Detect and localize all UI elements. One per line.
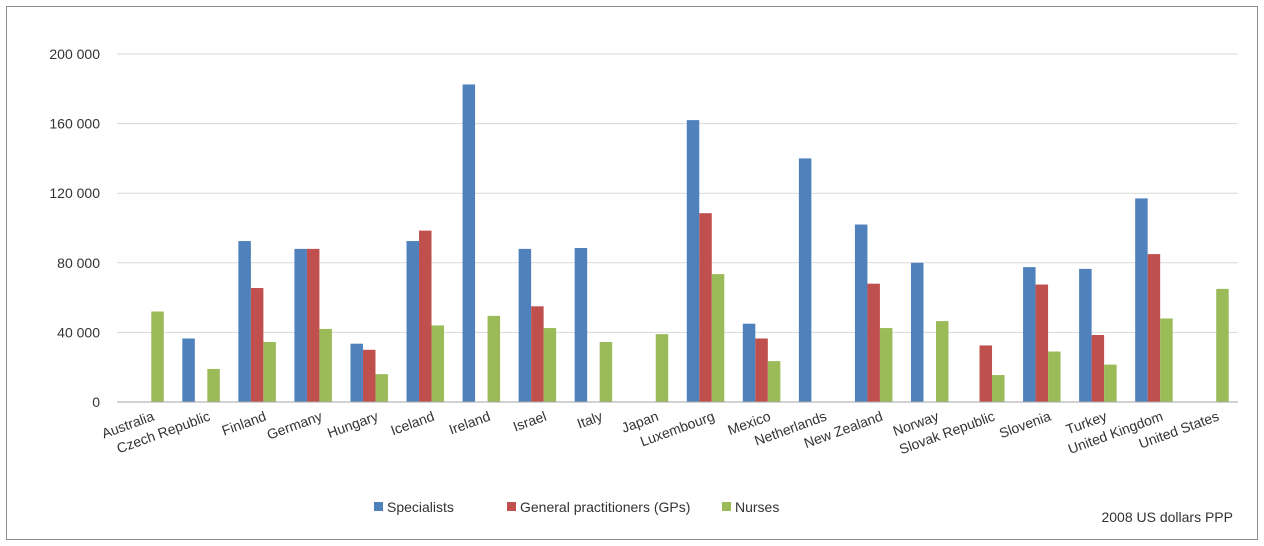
bar-nurses-iceland bbox=[431, 325, 445, 402]
legend-swatch-specialists bbox=[374, 502, 383, 511]
bar-nurses-norway bbox=[935, 321, 949, 402]
bar-nurses-ireland bbox=[487, 315, 501, 402]
x-tick-label: Germany bbox=[265, 408, 325, 443]
bar-general-practitioners-gps-germany bbox=[306, 248, 320, 402]
x-tick-label: Italy bbox=[575, 408, 605, 432]
legend-label-general-practitioners-gps: General practitioners (GPs) bbox=[520, 499, 690, 515]
x-tick-label: Ireland bbox=[447, 408, 493, 438]
bars bbox=[151, 84, 1229, 403]
legend-label-specialists: Specialists bbox=[387, 499, 454, 515]
bar-specialists-mexico bbox=[742, 323, 756, 402]
x-tick-label: Iceland bbox=[388, 408, 436, 438]
bar-specialists-czech-republic bbox=[182, 338, 195, 402]
legend-swatch-nurses bbox=[722, 502, 731, 511]
bar-specialists-hungary bbox=[350, 343, 363, 402]
bar-specialists-new-zealand bbox=[854, 224, 868, 402]
bar-specialists-iceland bbox=[406, 241, 420, 402]
y-tick-label: 0 bbox=[92, 394, 100, 410]
bar-nurses-italy bbox=[599, 341, 613, 402]
y-tick-label: 40 000 bbox=[57, 324, 100, 340]
y-tick-label: 120 000 bbox=[49, 185, 100, 201]
bar-specialists-germany bbox=[294, 248, 307, 402]
bar-nurses-united-kingdom bbox=[1160, 318, 1173, 402]
bar-specialists-luxembourg bbox=[686, 120, 700, 403]
y-tick-label: 160 000 bbox=[49, 116, 100, 132]
x-tick-label: Finland bbox=[220, 408, 269, 439]
bar-specialists-turkey bbox=[1079, 268, 1092, 402]
bar-general-practitioners-gps-iceland bbox=[419, 230, 432, 402]
bar-specialists-finland bbox=[238, 241, 251, 402]
y-tick-label: 80 000 bbox=[57, 255, 100, 271]
gridlines bbox=[117, 53, 1238, 333]
bar-nurses-finland bbox=[263, 341, 276, 402]
bar-specialists-italy bbox=[574, 248, 588, 402]
x-tick-label: Slovenia bbox=[997, 408, 1053, 441]
bar-specialists-ireland bbox=[462, 84, 476, 402]
bar-nurses-australia bbox=[151, 311, 164, 402]
bar-general-practitioners-gps-new-zealand bbox=[867, 283, 880, 402]
bar-general-practitioners-gps-mexico bbox=[755, 338, 768, 402]
bar-specialists-norway bbox=[910, 262, 924, 402]
bar-specialists-slovenia bbox=[1023, 267, 1036, 402]
legend-label-nurses: Nurses bbox=[735, 499, 779, 515]
bar-nurses-united-states bbox=[1216, 288, 1229, 402]
bar-nurses-slovenia bbox=[1048, 351, 1061, 402]
unit-note: 2008 US dollars PPP bbox=[1101, 509, 1233, 525]
x-tick-label: Israel bbox=[511, 408, 549, 435]
legend-swatch-general-practitioners-gps bbox=[507, 502, 516, 511]
bar-nurses-hungary bbox=[375, 374, 388, 402]
bar-nurses-luxembourg bbox=[711, 274, 725, 402]
legend: Specialists General practitioners (GPs) Nu… bbox=[374, 499, 779, 515]
y-tick-label: 200 000 bbox=[49, 46, 100, 62]
x-tick-label: Hungary bbox=[325, 408, 380, 441]
bar-general-practitioners-gps-israel bbox=[531, 306, 544, 402]
bar-nurses-slovak-republic bbox=[992, 375, 1005, 402]
bar-nurses-turkey bbox=[1104, 364, 1117, 402]
bar-general-practitioners-gps-hungary bbox=[362, 349, 376, 402]
bar-general-practitioners-gps-united-kingdom bbox=[1147, 254, 1161, 402]
bar-general-practitioners-gps-turkey bbox=[1091, 335, 1105, 402]
bar-nurses-czech-republic bbox=[207, 368, 220, 402]
bar-specialists-netherlands bbox=[798, 158, 812, 402]
bar-general-practitioners-gps-slovenia bbox=[1035, 284, 1049, 402]
bar-general-practitioners-gps-slovak-republic bbox=[979, 345, 993, 402]
bar-specialists-united-kingdom bbox=[1135, 198, 1148, 402]
bar-nurses-japan bbox=[655, 334, 669, 402]
bar-nurses-germany bbox=[319, 328, 332, 402]
bar-nurses-mexico bbox=[767, 361, 781, 402]
bar-nurses-israel bbox=[543, 328, 557, 402]
bar-general-practitioners-gps-finland bbox=[250, 288, 264, 402]
bar-general-practitioners-gps-luxembourg bbox=[699, 213, 712, 402]
bar-nurses-new-zealand bbox=[879, 328, 893, 402]
chart-frame bbox=[6, 6, 1258, 540]
bar-specialists-israel bbox=[518, 248, 532, 402]
y-axis-ticks: 0 40 000 80 000 120 000 160 000 200 000 bbox=[49, 46, 100, 410]
